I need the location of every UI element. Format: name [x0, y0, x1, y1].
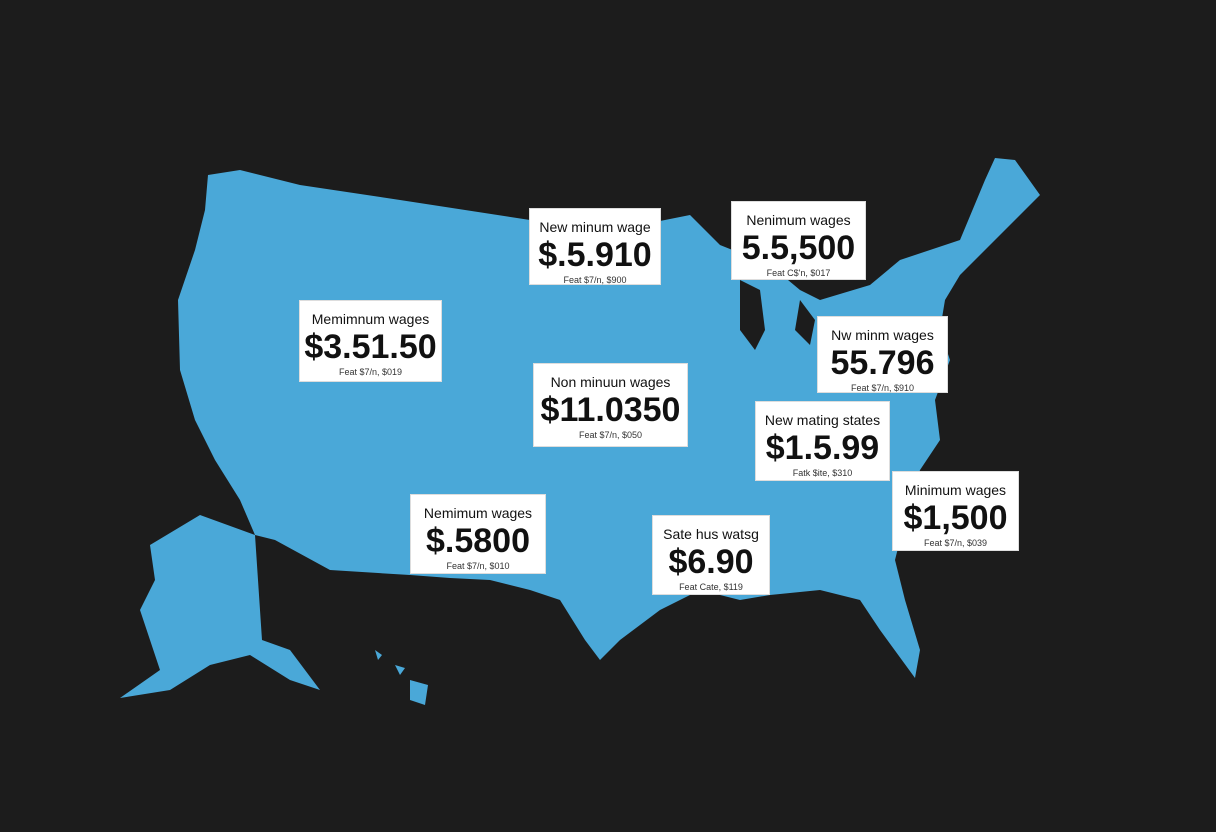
hawaii	[375, 650, 428, 705]
label-title: Nw minm wages	[831, 327, 934, 343]
wage-label: Nenimum wages 5.5,500 Feat C$'n, $017	[731, 201, 866, 280]
label-note: Feat $7/n, $010	[446, 561, 510, 571]
label-note: Feat $7/n, $050	[578, 430, 643, 440]
label-value: $11.0350	[540, 391, 681, 429]
wage-label: Nemimum wages $.5800 Feat $7/n, $010	[410, 494, 546, 574]
label-note: Feat C$'n, $017	[766, 268, 831, 278]
wage-label: Nw minm wages 55.796 Feat $7/n, $910	[817, 316, 948, 393]
label-value: $6.90	[668, 543, 754, 581]
wage-label: New minum wage $.5.910 Feat $7/n, $900	[529, 208, 661, 285]
wage-label: Sate hus watsg $6.90 Feat Cate, $119	[652, 515, 770, 595]
wage-label: Minimum wages $1,500 Feat $7/n, $039	[892, 471, 1019, 551]
great-lakes	[740, 280, 815, 350]
label-note: Feat $7/n, $019	[338, 367, 403, 377]
wage-label: Memimnum wages $3.51.50 Feat $7/n, $019	[299, 300, 442, 382]
label-value: $.5.910	[538, 236, 652, 274]
label-note: Fatk $ite, $310	[792, 468, 853, 478]
label-value: $1,500	[903, 499, 1008, 537]
label-value: 5.5,500	[741, 229, 856, 267]
label-title: Minimum wages	[904, 482, 1007, 498]
label-note: Feat $7/n, $910	[850, 383, 915, 393]
alaska	[120, 515, 320, 698]
label-title: New minum wage	[539, 219, 651, 235]
label-value: 55.796	[830, 344, 935, 382]
label-title: New mating states	[764, 412, 881, 428]
label-value: $3.51.50	[304, 328, 437, 366]
label-title: Non minuun wages	[550, 374, 671, 390]
label-note: Feat $7/n, $039	[923, 538, 988, 548]
label-title: Sate hus watsg	[663, 526, 759, 542]
label-note: Feat Cate, $119	[679, 582, 743, 592]
label-title: Nenimum wages	[746, 212, 851, 228]
label-note: Feat $7/n, $900	[563, 275, 627, 285]
wage-label: Non minuun wages $11.0350 Feat $7/n, $050	[533, 363, 688, 447]
label-value: $1.5.99	[765, 429, 880, 467]
label-value: $.5800	[426, 522, 530, 560]
label-title: Memimnum wages	[311, 311, 430, 327]
wage-label: New mating states $1.5.99 Fatk $ite, $310	[755, 401, 890, 481]
label-title: Nemimum wages	[423, 505, 533, 521]
